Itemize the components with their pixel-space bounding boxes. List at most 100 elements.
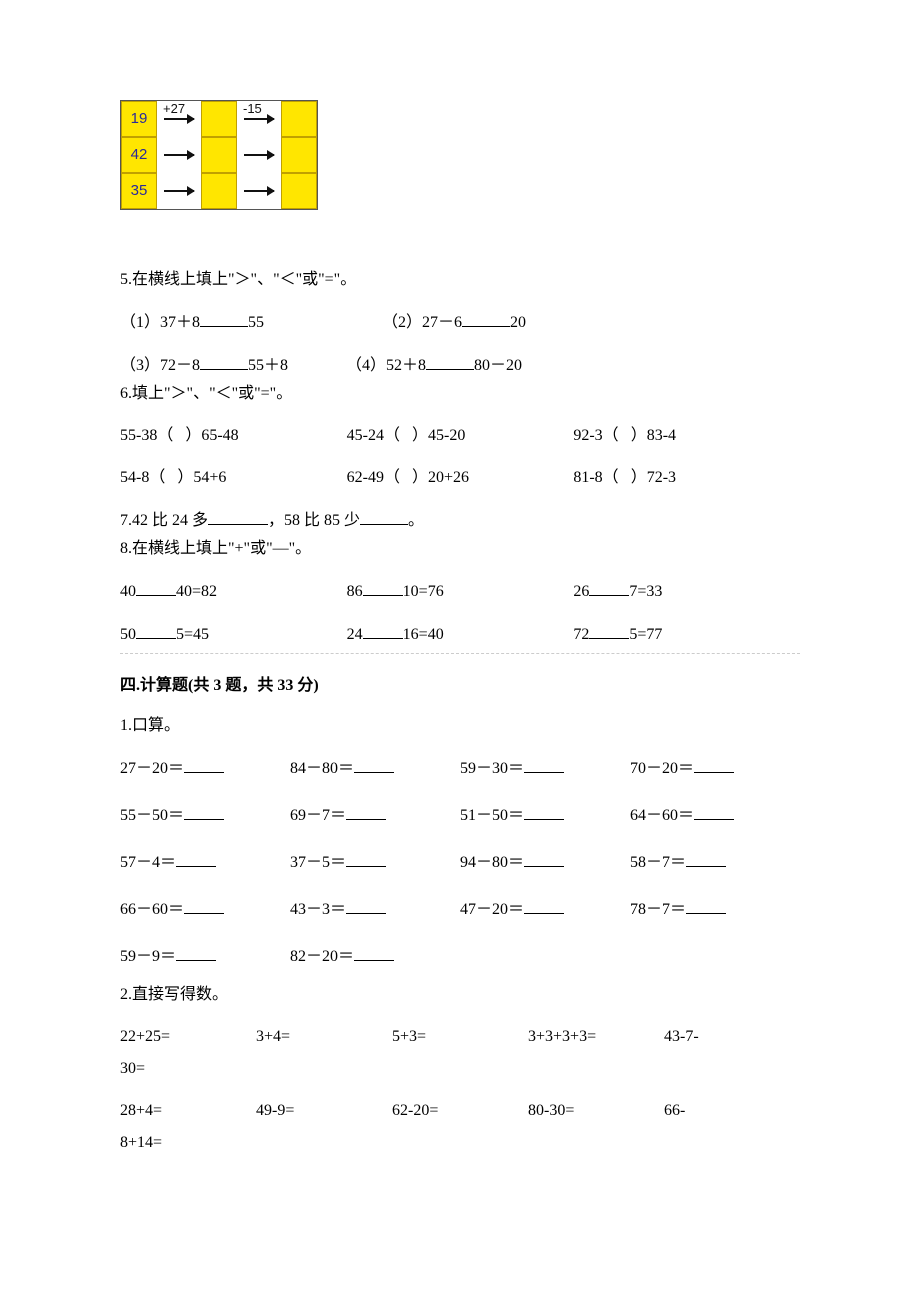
q8-row: 505=45 2416=40 725=77 (120, 622, 800, 647)
chart-arrow-gap (237, 173, 281, 209)
q7-text: 。 (408, 512, 424, 529)
p1-item: 82－20＝ (290, 944, 460, 969)
q6-text: 62-49（ (347, 469, 400, 486)
q5-title: 5.在横线上填上"＞"、"＜"或"="。 (120, 268, 800, 292)
p2-title: 2.直接写得数。 (120, 983, 800, 1007)
p1-item: 59－9＝ (120, 944, 290, 969)
p1-title: 1.口算。 (120, 714, 800, 738)
p1-text: 43－3＝ (290, 901, 346, 918)
p1-row: 57－4＝37－5＝94－80＝58－7＝ (120, 850, 800, 879)
p1-text: 94－80＝ (460, 854, 524, 871)
fill-blank[interactable] (694, 803, 734, 820)
q8-title: 8.在横线上填上"+"或"—"。 (120, 537, 800, 561)
fill-blank[interactable] (184, 897, 224, 914)
q6-text: ）54+6 (177, 469, 226, 486)
p1-item: 69－7＝ (290, 803, 460, 828)
q5-text: （1）37＋8 (120, 314, 200, 331)
p1-text: 58－7＝ (630, 854, 686, 871)
p1-text: 55－50＝ (120, 807, 184, 824)
q8-text: 50 (120, 626, 136, 643)
q8-item: 267=33 (573, 579, 800, 604)
fill-blank[interactable] (346, 803, 386, 820)
p1-text: 64－60＝ (630, 807, 694, 824)
q6-item: 81-8（ ）72-3 (573, 466, 800, 490)
fill-blank[interactable] (360, 508, 408, 525)
arrow-icon (164, 190, 194, 192)
chart-cell: 35 (121, 173, 157, 209)
q5-text: （2）27－6 (382, 314, 462, 331)
p1-item: 58－7＝ (630, 850, 800, 875)
fill-blank[interactable] (589, 579, 629, 596)
p1-item: 70－20＝ (630, 756, 800, 781)
q5-row: （1）37＋8 55 （2）27－6 20 (120, 310, 800, 335)
p1-text: 59－30＝ (460, 760, 524, 777)
chart-op-label: +27 (163, 99, 185, 119)
fill-blank[interactable] (346, 897, 386, 914)
fill-blank[interactable] (354, 756, 394, 773)
q8-text: 7=33 (629, 583, 662, 600)
chart-cell (201, 173, 237, 209)
q5-text: （4）52＋8 (346, 357, 426, 374)
p1-item (630, 944, 800, 969)
arrow-icon (244, 190, 274, 192)
fill-blank[interactable] (426, 353, 474, 370)
chart-arrow-gap (157, 137, 201, 173)
chart-arrow-gap: -15 (237, 101, 281, 137)
fill-blank[interactable] (208, 508, 268, 525)
p2-item: 3+3+3+3= (528, 1025, 664, 1049)
fill-blank[interactable] (524, 850, 564, 867)
fill-blank[interactable] (589, 622, 629, 639)
flow-chart: 19 +27 -15 42 35 (120, 100, 318, 210)
p1-text: 47－20＝ (460, 901, 524, 918)
fill-blank[interactable] (136, 579, 176, 596)
q5-text: 80－20 (474, 357, 522, 374)
fill-blank[interactable] (694, 756, 734, 773)
fill-blank[interactable] (686, 850, 726, 867)
q8-text: 16=40 (403, 626, 444, 643)
q6-item: 45-24（ ）45-20 (347, 424, 574, 448)
section-4-title: 四.计算题(共 3 题，共 33 分) (120, 674, 800, 698)
fill-blank[interactable] (346, 850, 386, 867)
q7-text: ，58 比 85 少 (268, 512, 360, 529)
chart-arrow-gap (157, 173, 201, 209)
p2-item: 49-9= (256, 1099, 392, 1123)
fill-blank[interactable] (462, 310, 510, 327)
fill-blank[interactable] (363, 579, 403, 596)
p2-row: 22+25=3+4=5+3=3+3+3+3=43-7- (120, 1025, 800, 1053)
p1-text: 84－80＝ (290, 760, 354, 777)
p1-text: 69－7＝ (290, 807, 346, 824)
divider (120, 653, 800, 654)
p1-item (460, 944, 630, 969)
fill-blank[interactable] (363, 622, 403, 639)
q6-item: 92-3（ ）83-4 (573, 424, 800, 448)
fill-blank[interactable] (184, 756, 224, 773)
q6-text: ）45-20 (412, 427, 465, 444)
fill-blank[interactable] (136, 622, 176, 639)
arrow-icon (164, 154, 194, 156)
chart-row: 42 (121, 137, 317, 173)
fill-blank[interactable] (176, 944, 216, 961)
p2-item: 43-7- (664, 1025, 800, 1049)
q6-text: 55-38（ (120, 427, 173, 444)
fill-blank[interactable] (354, 944, 394, 961)
q5-text: （3）72－8 (120, 357, 200, 374)
fill-blank[interactable] (200, 353, 248, 370)
fill-blank[interactable] (524, 756, 564, 773)
q8-item: 725=77 (573, 622, 800, 647)
fill-blank[interactable] (200, 310, 248, 327)
q5-text: 20 (510, 314, 526, 331)
fill-blank[interactable] (184, 803, 224, 820)
fill-blank[interactable] (524, 897, 564, 914)
p1-item: 27－20＝ (120, 756, 290, 781)
fill-blank[interactable] (524, 803, 564, 820)
q5-text: 55 (248, 314, 264, 331)
chart-cell: 19 (121, 101, 157, 137)
chart-arrow-gap: +27 (157, 101, 201, 137)
chart-cell (201, 101, 237, 137)
fill-blank[interactable] (176, 850, 216, 867)
q8-text: 24 (347, 626, 363, 643)
p1-text: 59－9＝ (120, 948, 176, 965)
p2-item: 62-20= (392, 1099, 528, 1123)
q8-text: 72 (573, 626, 589, 643)
fill-blank[interactable] (686, 897, 726, 914)
